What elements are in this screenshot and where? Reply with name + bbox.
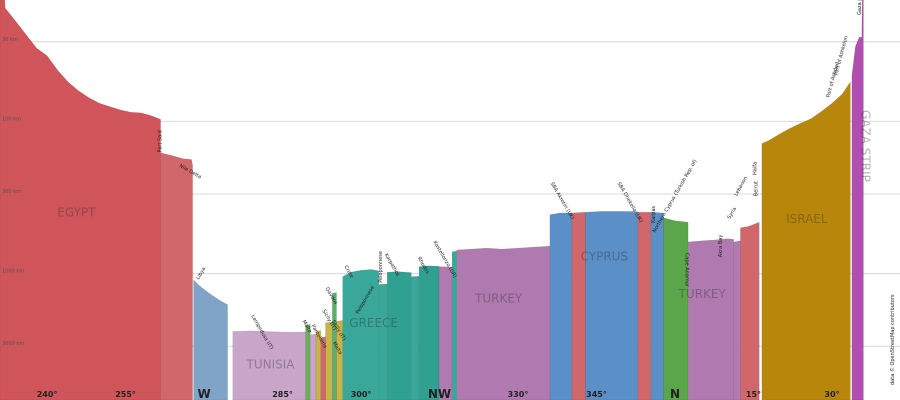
bearing-tick-label: 285° [272, 390, 293, 399]
region-label: CYPRUS [581, 249, 628, 263]
bearing-axis-labels: 240° 255° W 285° 300° NW 330° 345° N 15° 30° [37, 387, 840, 400]
place-label: Syria [726, 206, 738, 220]
horizon-segment-sba-akrotiri [571, 211, 586, 400]
bearing-tick-label: 30° [824, 390, 839, 399]
horizon-segment-turkey-w1 [438, 266, 453, 400]
distance-tick-label: 30 km [2, 37, 18, 43]
compass-direction-label: NW [428, 387, 451, 400]
horizon-segment-greece-2 [411, 275, 420, 400]
horizon-segment-sba-dhekelia [637, 211, 652, 400]
place-label: Cape Anamur [684, 253, 690, 288]
region-label: GAZA STRIP [858, 110, 872, 182]
bearing-tick-label: 330° [508, 390, 529, 399]
compass-direction-label: N [670, 387, 680, 400]
horizon-area-series [0, 0, 864, 400]
compass-direction-label: W [197, 387, 210, 400]
horizon-segment-sicily [325, 321, 333, 400]
horizon-segment-egypt-sinai [0, 0, 161, 400]
region-label: EGYPT [57, 205, 96, 219]
horizon-segment-turkey-s [687, 238, 734, 400]
bearing-tick-label: 255° [115, 390, 136, 399]
credits-label: data © OpenStreetMap contributors [889, 294, 896, 385]
horizon-segment-karpathos [386, 271, 412, 400]
region-label: ISRAEL [786, 212, 828, 226]
horizon-segment-gaza [851, 0, 864, 400]
horizon-segment-malta [305, 323, 311, 400]
horizon-segment-pantelleria [315, 330, 322, 400]
region-label: TURKEY [474, 292, 523, 306]
distance-axis-labels: 30 km 100 km 300 km 1000 km 3000 km [2, 37, 24, 347]
place-label: Libya [195, 266, 207, 281]
region-labels: EGYPT TUNISIA GREECE TURKEY CYPRUS TURKEY ISRA… [57, 110, 872, 371]
region-label: TUNISIA [246, 357, 296, 371]
place-label: Port Said [158, 130, 164, 152]
distance-tick-label: 300 km [2, 189, 21, 195]
distance-tick-label: 100 km [2, 116, 21, 122]
horizon-segment-israel [761, 81, 851, 400]
horizon-segment-cyprus-c [585, 211, 639, 400]
region-label: TURKEY [678, 287, 727, 301]
place-label: Gaza port [857, 0, 863, 15]
horizon-segment-syria [733, 240, 741, 400]
bearing-tick-label: 240° [37, 390, 58, 399]
place-label: Haifa [753, 162, 759, 175]
horizon-segment-cyprus-e [650, 211, 664, 400]
horizon-segment-turkey-w2 [456, 245, 551, 400]
distance-tick-label: 3000 km [2, 341, 24, 347]
horizon-segment-libya [193, 279, 228, 400]
horizon-segment-peloponnese [378, 283, 388, 400]
horizon-segment-lebanon [740, 221, 760, 400]
horizon-segment-cyprus-w [549, 212, 573, 400]
horizon-segment-rhodes [418, 265, 440, 400]
place-label: Peloponnese [378, 251, 384, 283]
bearing-tick-label: 300° [351, 390, 372, 399]
distance-tick-label: 1000 km [2, 269, 24, 275]
region-label: GREECE [349, 316, 398, 330]
horizon-segment-gavdos [332, 292, 337, 400]
place-label: Akra Bay [718, 235, 724, 258]
place-label: Beirut [754, 181, 760, 196]
place-label: Crete [343, 265, 355, 280]
horizon-segment-gap-1 [310, 333, 317, 400]
bearing-tick-label: 345° [586, 390, 607, 399]
bearing-tick-label: 15° [746, 390, 761, 399]
place-label: Karpas [651, 205, 657, 223]
horizon-segment-n-cyprus [663, 217, 689, 400]
horizon-segment-egypt-delta [160, 152, 193, 400]
